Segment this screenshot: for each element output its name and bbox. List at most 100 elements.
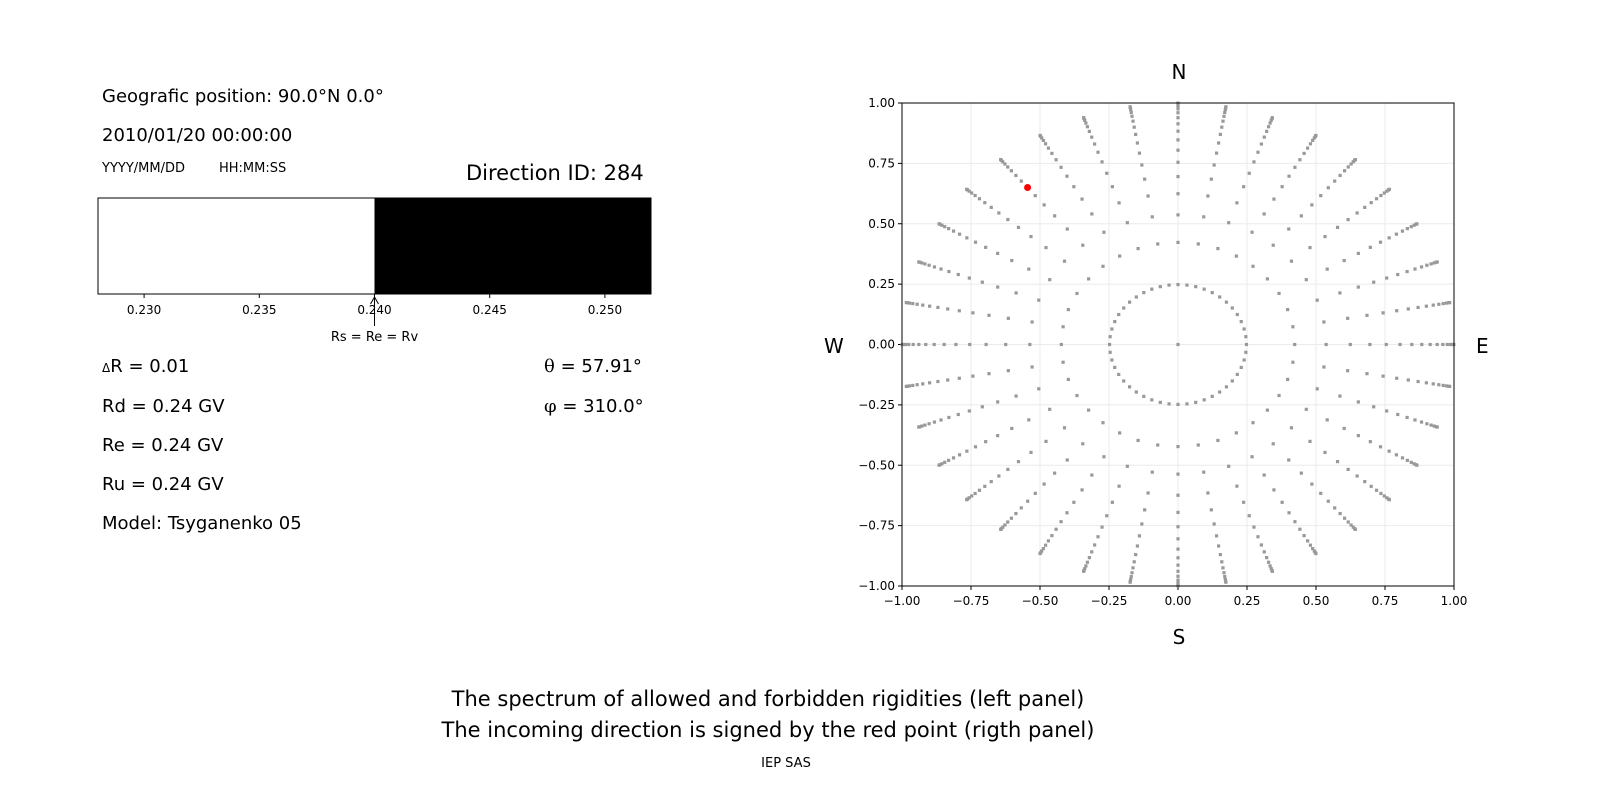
- grid-point: [940, 223, 944, 227]
- grid-point: [917, 342, 921, 347]
- grid-point: [1176, 525, 1180, 529]
- grid-point: [1107, 342, 1112, 347]
- caption-line2: The incoming direction is signed by the …: [441, 718, 1095, 742]
- grid-point: [1040, 549, 1044, 553]
- grid-point: [1110, 327, 1114, 331]
- grid-point: [1102, 230, 1106, 234]
- x-tick-label: 0.250: [588, 303, 622, 317]
- grid-point: [1369, 484, 1373, 488]
- grid-point: [1335, 225, 1340, 229]
- selected-direction-point: [1024, 184, 1032, 192]
- grid-point: [1214, 151, 1219, 155]
- grid-point: [1218, 390, 1222, 394]
- grid-point: [1081, 442, 1085, 446]
- grid-point: [1037, 387, 1041, 391]
- grid-point: [1019, 506, 1023, 510]
- grid-point: [1338, 173, 1342, 178]
- delta-r-value: R = 0.01: [110, 356, 190, 377]
- y-tick-label: −1.00: [858, 579, 895, 593]
- grid-point: [1113, 319, 1117, 324]
- grid-point: [1379, 193, 1383, 198]
- grid-point: [1136, 246, 1140, 251]
- grid-point: [1410, 342, 1414, 347]
- y-tick-label: 0.50: [868, 217, 895, 231]
- grid-point: [1441, 383, 1445, 388]
- grid-point: [1129, 574, 1133, 579]
- grid-point: [1118, 431, 1122, 435]
- grid-point: [1387, 449, 1391, 453]
- grid-point: [965, 449, 969, 453]
- grid-point: [1125, 221, 1129, 225]
- grid-point: [1135, 141, 1139, 145]
- grid-point: [1239, 365, 1243, 370]
- grid-point: [1142, 394, 1146, 398]
- grid-point: [1176, 213, 1180, 217]
- grid-point: [1030, 320, 1034, 324]
- grid-point: [970, 191, 974, 195]
- grid-point: [1378, 240, 1383, 244]
- grid-point: [996, 251, 1000, 255]
- grid-point: [1150, 398, 1154, 402]
- grid-point: [1385, 276, 1389, 280]
- grid-point: [937, 222, 941, 226]
- grid-point: [1413, 267, 1417, 271]
- grid-point: [1302, 151, 1306, 155]
- grid-point: [1134, 552, 1138, 557]
- x-tick-label: 0.50: [1303, 594, 1330, 608]
- theta-value: θ = 57.91°: [544, 356, 642, 377]
- grid-point: [1081, 243, 1085, 247]
- grid-point: [951, 456, 956, 460]
- rd-value: Rd = 0.24 GV: [102, 396, 225, 417]
- grid-point: [1132, 125, 1136, 129]
- grid-point: [1239, 319, 1243, 324]
- grid-point: [1096, 535, 1100, 539]
- grid-point: [1325, 267, 1329, 271]
- grid-point: [1262, 135, 1266, 139]
- grid-point: [1216, 246, 1220, 251]
- grid-point: [1033, 194, 1037, 198]
- grid-point: [1385, 409, 1389, 413]
- grid-point: [920, 424, 924, 428]
- grid-point: [1394, 232, 1399, 236]
- grid-point: [1322, 320, 1326, 324]
- grid-point: [1129, 110, 1133, 115]
- grid-point: [1305, 146, 1310, 150]
- grid-point: [1298, 527, 1302, 531]
- x-tick-label: −0.50: [1022, 594, 1059, 608]
- grid-point: [1382, 494, 1386, 498]
- x-tick-label: 0.25: [1234, 594, 1261, 608]
- grid-point: [1299, 471, 1303, 475]
- grid-point: [1101, 421, 1105, 425]
- grid-point: [1368, 440, 1372, 444]
- grid-point: [1150, 287, 1154, 291]
- grid-point: [1108, 335, 1112, 339]
- grid-point: [1130, 114, 1134, 118]
- grid-point: [1043, 142, 1048, 146]
- grid-point: [973, 445, 978, 449]
- grid-point: [1338, 291, 1342, 295]
- grid-point: [1150, 215, 1154, 219]
- grid-point: [1252, 525, 1256, 529]
- grid-point: [1223, 110, 1227, 115]
- grid-point: [1140, 163, 1144, 167]
- grid-point: [989, 205, 993, 209]
- grid-point: [1349, 162, 1353, 166]
- grid-point: [1090, 212, 1094, 216]
- grid-point: [951, 229, 956, 233]
- grid-point: [980, 280, 984, 284]
- grid-point: [1224, 105, 1228, 109]
- grid-point: [1082, 116, 1086, 120]
- grid-point: [1235, 484, 1239, 488]
- grid-point: [1312, 136, 1316, 140]
- grid-point: [1356, 251, 1360, 255]
- grid-point: [1176, 578, 1180, 582]
- grid-point: [1156, 242, 1160, 246]
- grid-point: [1234, 254, 1238, 258]
- grid-point: [1101, 264, 1105, 268]
- grid-point: [1054, 158, 1058, 162]
- grid-point: [1130, 571, 1134, 575]
- grid-point: [1143, 508, 1147, 512]
- grid-point: [1028, 342, 1032, 347]
- grid-point: [1286, 307, 1290, 312]
- grid-point: [1244, 335, 1248, 339]
